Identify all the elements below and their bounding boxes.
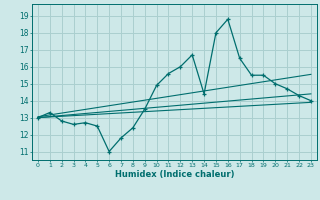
X-axis label: Humidex (Indice chaleur): Humidex (Indice chaleur) xyxy=(115,170,234,179)
